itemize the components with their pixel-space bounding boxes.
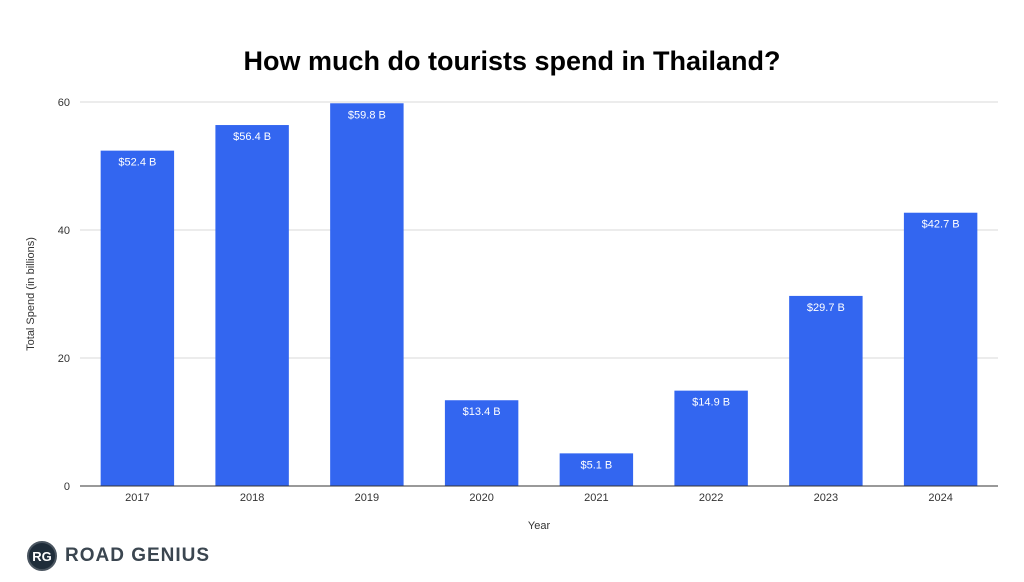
x-tick-label: 2024 [928,492,952,504]
y-tick-label: 60 [58,97,70,109]
brand-logo: RG ROAD GENIUS [27,540,210,572]
bar [100,150,175,486]
bar [330,103,404,486]
y-tick-label: 40 [58,225,70,237]
data-label: $14.9 B [692,397,730,409]
data-label: $52.4 B [118,157,156,169]
y-tick-label: 0 [64,481,70,493]
bar [903,212,978,486]
x-tick-label: 2022 [699,492,723,504]
y-tick-label: 20 [58,353,70,365]
bar [789,295,863,486]
x-tick-label: 2018 [240,492,264,504]
y-axis-title: Total Spend (in billions) [25,237,37,351]
bar [444,400,519,486]
brand-badge-icon: RG [27,541,57,571]
data-label: $42.7 B [922,219,960,231]
x-axis-title: Year [528,520,551,532]
data-label: $59.8 B [348,109,386,121]
chart-title: How much do tourists spend in Thailand? [243,46,781,76]
brand-name: ROAD GENIUS [65,545,211,566]
data-label: $56.4 B [233,131,271,143]
bar [674,390,748,486]
bar [215,125,289,486]
x-tick-label: 2019 [355,492,379,504]
data-label: $29.7 B [807,302,845,314]
x-tick-label: 2021 [584,492,608,504]
x-tick-label: 2023 [814,492,838,504]
x-tick-label: 2017 [125,492,149,504]
x-tick-label: 2020 [469,492,493,504]
data-label: $13.4 B [463,406,501,418]
data-label: $5.1 B [580,459,612,471]
bar [559,453,634,486]
